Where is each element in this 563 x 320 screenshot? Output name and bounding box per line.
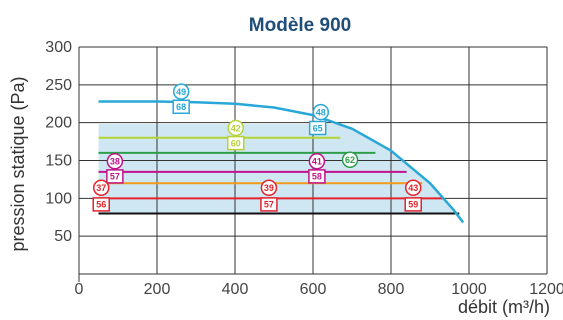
noise-badge-circle — [106, 153, 124, 170]
y-tick-label: 300 — [45, 39, 72, 56]
noise-badge-label: 49 — [176, 87, 186, 97]
x-tick-label: 1000 — [451, 281, 487, 298]
noise-badge-label: 48 — [316, 107, 326, 117]
noise-badge-circle — [312, 103, 330, 121]
noise-badge-circle — [404, 179, 422, 196]
noise-badge-square — [227, 135, 245, 151]
x-tick-label: 0 — [75, 281, 84, 298]
y-tick-label: 100 — [45, 190, 72, 207]
noise-badge-label: 60 — [231, 138, 241, 148]
x-tick-label: 400 — [222, 281, 249, 298]
noise-badge-circle — [172, 83, 190, 100]
noise-badge-label: 39 — [264, 183, 274, 193]
noise-badge-square — [106, 169, 124, 184]
noise-badge-label: 41 — [312, 157, 322, 167]
y-axis-label: pression statique (Pa) — [8, 76, 28, 251]
noise-badge-square — [172, 99, 190, 115]
noise-badge-circle — [308, 153, 326, 170]
noise-badge-label: 58 — [312, 172, 322, 182]
x-tick-label: 800 — [378, 281, 405, 298]
noise-badge-label: 38 — [110, 157, 120, 167]
noise-badge-label: 57 — [110, 172, 120, 182]
noise-badge-label: 65 — [313, 123, 323, 133]
operating-region-fill — [98, 124, 464, 214]
noise-badge-square — [92, 197, 110, 212]
noise-badge-square — [308, 169, 326, 184]
y-tick-label: 50 — [54, 228, 72, 245]
noise-badge-label: 42 — [231, 123, 241, 133]
y-tick-label: 250 — [45, 77, 72, 94]
noise-badge-square — [260, 197, 278, 212]
x-tick-label: 1200 — [529, 281, 563, 298]
noise-badge-circle — [227, 119, 245, 137]
noise-badge-label: 68 — [176, 102, 186, 112]
noise-badge-label: 37 — [96, 183, 106, 193]
noise-badge-square — [404, 197, 422, 212]
noise-badge-label: 56 — [96, 200, 106, 210]
noise-badge-circle — [260, 179, 278, 196]
noise-badge-label: 62 — [345, 155, 355, 165]
y-tick-label: 200 — [45, 115, 72, 132]
x-tick-label: 600 — [300, 281, 327, 298]
noise-badge-square — [308, 120, 327, 136]
x-axis-label: débit (m³/h) — [458, 297, 550, 317]
noise-badge-label: 59 — [408, 200, 418, 210]
noise-badge-label: 43 — [408, 183, 418, 193]
chart-title: Modèle 900 — [249, 15, 351, 36]
noise-badge-circle — [92, 179, 110, 196]
y-tick-label: 150 — [45, 153, 72, 170]
noise-badge-circle — [341, 151, 359, 168]
noise-badge-label: 57 — [264, 200, 274, 210]
x-tick-label: 200 — [144, 281, 171, 298]
